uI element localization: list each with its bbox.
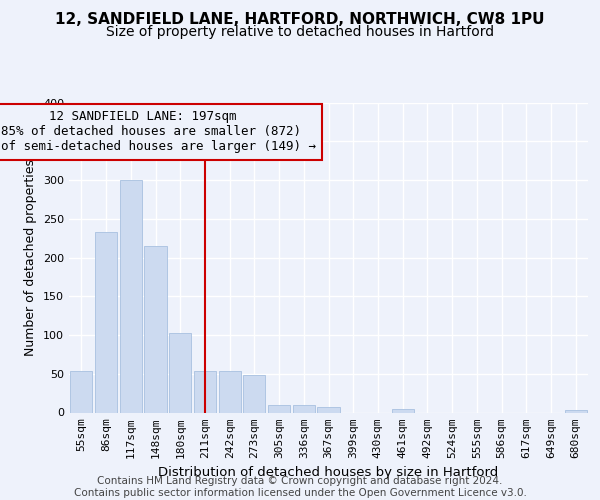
Text: 12 SANDFIELD LANE: 197sqm
← 85% of detached houses are smaller (872)
15% of semi: 12 SANDFIELD LANE: 197sqm ← 85% of detac… (0, 110, 316, 154)
Bar (293, 405, 315, 412)
Bar (95, 232, 117, 412)
Bar (194, 372, 216, 412)
Bar (169, 332, 191, 412)
Bar (392, 408, 414, 412)
Bar (317, 407, 340, 412)
Y-axis label: Number of detached properties: Number of detached properties (25, 159, 37, 356)
Text: Size of property relative to detached houses in Hartford: Size of property relative to detached ho… (106, 25, 494, 39)
Text: Contains HM Land Registry data © Crown copyright and database right 2024.
Contai: Contains HM Land Registry data © Crown c… (74, 476, 526, 498)
Bar (145, 246, 167, 412)
Bar (218, 372, 241, 412)
Bar (119, 180, 142, 412)
Bar (243, 374, 265, 412)
X-axis label: Distribution of detached houses by size in Hartford: Distribution of detached houses by size … (158, 466, 499, 479)
Bar (565, 410, 587, 412)
Bar (268, 405, 290, 412)
Bar (70, 372, 92, 412)
Text: 12, SANDFIELD LANE, HARTFORD, NORTHWICH, CW8 1PU: 12, SANDFIELD LANE, HARTFORD, NORTHWICH,… (55, 12, 545, 28)
